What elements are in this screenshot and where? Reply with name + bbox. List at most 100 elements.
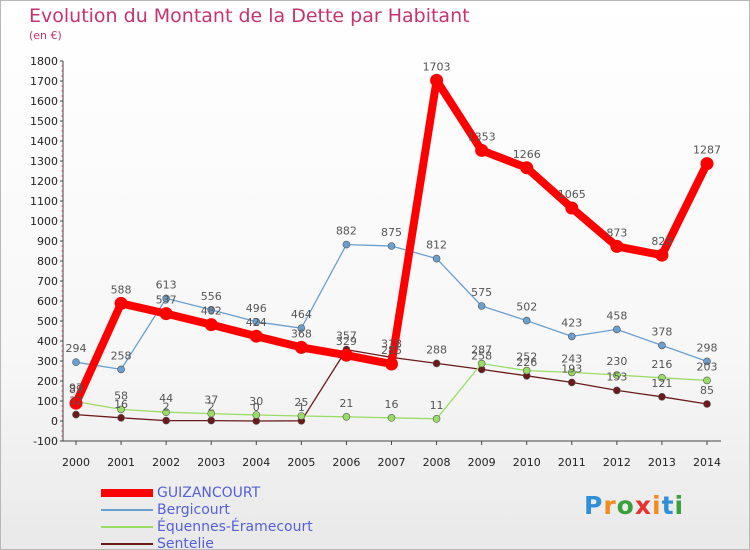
data-point bbox=[565, 201, 579, 215]
data-point bbox=[72, 410, 80, 419]
y-tick-label: 1800 bbox=[30, 55, 58, 68]
chart-legend: GUIZANCOURT Bergicourt Équennes-Éramecou… bbox=[101, 484, 313, 550]
x-tick-label: 2013 bbox=[648, 456, 676, 469]
data-point bbox=[658, 341, 666, 350]
y-tick-label: 1200 bbox=[30, 175, 58, 188]
data-label: 243 bbox=[561, 352, 582, 365]
data-label: 423 bbox=[561, 316, 582, 329]
data-label: 252 bbox=[516, 351, 537, 364]
data-label: 464 bbox=[291, 308, 312, 321]
legend-swatch-sentelie bbox=[101, 542, 153, 545]
data-label: 216 bbox=[651, 358, 672, 371]
y-tick-label: 500 bbox=[37, 315, 58, 328]
data-label: 226 bbox=[516, 356, 537, 369]
legend-label-sentelie: Sentelie bbox=[157, 535, 214, 550]
data-point bbox=[522, 366, 531, 375]
data-label: 25 bbox=[294, 396, 308, 409]
data-point bbox=[703, 400, 711, 408]
y-tick-label: 1400 bbox=[30, 135, 58, 148]
y-tick-label: 600 bbox=[37, 295, 58, 308]
legend-swatch-bergicourt bbox=[101, 508, 153, 511]
data-point bbox=[162, 294, 170, 303]
legend-label-equennes: Équennes-Éramecourt bbox=[157, 518, 313, 535]
data-label: 121 bbox=[651, 377, 672, 390]
x-tick-label: 2010 bbox=[513, 456, 541, 469]
data-point bbox=[249, 329, 263, 343]
data-point bbox=[117, 405, 125, 414]
data-point bbox=[655, 248, 669, 262]
x-tick-label: 2006 bbox=[332, 456, 360, 469]
data-label: 11 bbox=[430, 399, 444, 412]
data-label: 537 bbox=[156, 294, 177, 307]
logo-letter: i bbox=[674, 491, 685, 520]
data-label: 875 bbox=[381, 226, 402, 239]
data-label: 458 bbox=[606, 309, 627, 322]
data-point bbox=[342, 240, 351, 249]
x-tick-label: 2001 bbox=[107, 456, 135, 469]
x-tick-label: 2005 bbox=[287, 456, 315, 469]
data-label: 1 bbox=[298, 401, 305, 414]
data-point bbox=[567, 368, 576, 377]
data-point bbox=[117, 413, 125, 422]
data-label: 329 bbox=[336, 335, 357, 348]
legend-swatch-equennes bbox=[101, 525, 153, 528]
data-point bbox=[613, 386, 621, 395]
y-tick-label: 1100 bbox=[30, 195, 58, 208]
data-point bbox=[522, 316, 531, 325]
data-point bbox=[613, 371, 621, 379]
data-label: 230 bbox=[606, 355, 627, 368]
data-label: 482 bbox=[201, 305, 222, 318]
data-label: 85 bbox=[700, 384, 714, 397]
data-point bbox=[520, 161, 534, 175]
data-label: 193 bbox=[561, 362, 582, 375]
x-tick-label: 2004 bbox=[242, 456, 270, 469]
data-label: 357 bbox=[336, 330, 357, 343]
data-point bbox=[207, 305, 216, 314]
data-point bbox=[658, 392, 666, 401]
data-label: 16 bbox=[114, 398, 128, 411]
data-label: 424 bbox=[246, 316, 267, 329]
data-point bbox=[69, 396, 83, 410]
data-point bbox=[658, 373, 666, 382]
legend-label-bergicourt: Bergicourt bbox=[157, 501, 230, 518]
data-point bbox=[477, 302, 486, 310]
y-tick-label: 200 bbox=[37, 375, 58, 388]
y-tick-label: 1300 bbox=[30, 155, 58, 168]
y-tick-label: 1700 bbox=[30, 75, 58, 88]
data-label: 873 bbox=[606, 226, 627, 239]
data-point bbox=[700, 157, 714, 171]
data-label: 368 bbox=[291, 327, 312, 340]
legend-item-equennes: Équennes-Éramecourt bbox=[101, 518, 313, 535]
data-point bbox=[162, 416, 170, 425]
data-label: 203 bbox=[697, 360, 718, 373]
y-tick-label: 400 bbox=[37, 335, 58, 348]
data-label: 89 bbox=[69, 383, 83, 396]
x-tick-label: 2014 bbox=[693, 456, 721, 469]
legend-item-sentelie: Sentelie bbox=[101, 535, 313, 550]
data-label: 502 bbox=[516, 301, 537, 314]
data-label: 882 bbox=[336, 225, 357, 238]
data-point bbox=[114, 296, 128, 310]
data-label: 44 bbox=[159, 392, 173, 405]
data-point bbox=[703, 357, 711, 366]
data-label: 556 bbox=[201, 290, 222, 303]
data-point bbox=[117, 365, 125, 374]
data-label: 294 bbox=[66, 342, 87, 355]
data-point bbox=[703, 376, 711, 385]
y-tick-label: 700 bbox=[37, 275, 58, 288]
data-label: 1266 bbox=[513, 148, 541, 161]
data-label: 1703 bbox=[423, 60, 451, 73]
data-label: 588 bbox=[111, 283, 132, 296]
data-label: 2 bbox=[163, 401, 170, 414]
y-tick-label: 1500 bbox=[30, 115, 58, 128]
logo-letter: P bbox=[584, 491, 604, 520]
logo-letter: i bbox=[652, 491, 662, 520]
legend-item-bergicourt: Bergicourt bbox=[101, 501, 313, 518]
data-label: 37 bbox=[204, 394, 218, 407]
data-point bbox=[339, 348, 353, 362]
data-point bbox=[475, 143, 489, 157]
data-point bbox=[432, 359, 441, 368]
legend-label-guizancourt: GUIZANCOURT bbox=[157, 484, 261, 501]
logo-letter: r bbox=[603, 491, 617, 520]
